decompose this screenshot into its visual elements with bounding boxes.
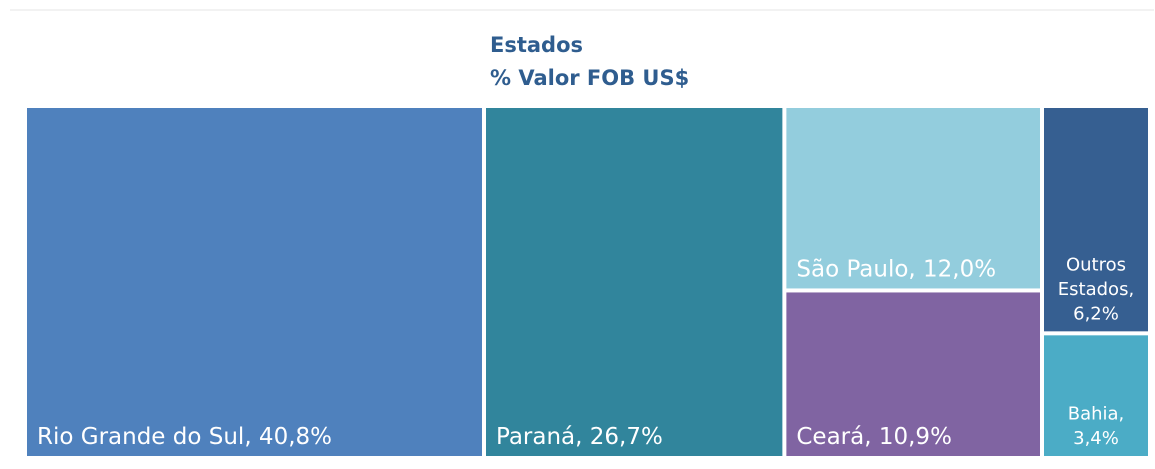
treemap-cell (486, 108, 783, 456)
cell-label: São Paulo, 12,0% (796, 256, 996, 282)
treemap-cell (1044, 108, 1148, 332)
cell-label: Rio Grande do Sul, 40,8% (37, 424, 332, 450)
cell-label: Bahia, 3,4% (1068, 404, 1125, 449)
treemap-cell (786, 108, 1040, 289)
treemap-cell (786, 292, 1040, 456)
cell-label: Ceará, 10,9% (796, 424, 952, 450)
treemap-cell (1044, 335, 1148, 456)
chart-subtitle: % Valor FOB US$ (490, 66, 689, 90)
treemap-cell (27, 108, 482, 456)
chart-title: Estados (490, 33, 583, 57)
cell-label: Paraná, 26,7% (496, 424, 663, 450)
cell-label: Outros Estados, 6,2% (1058, 255, 1134, 325)
